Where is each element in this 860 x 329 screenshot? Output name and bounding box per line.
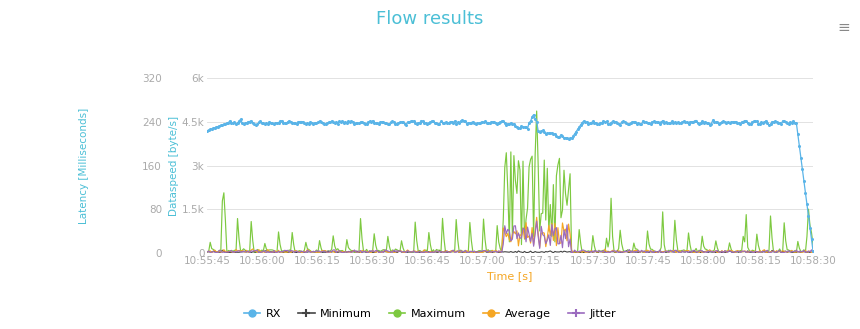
Text: ≡: ≡ bbox=[837, 20, 850, 35]
Y-axis label: Dataspeed [byte/s]: Dataspeed [byte/s] bbox=[169, 115, 179, 215]
Y-axis label: Latency [Milliseconds]: Latency [Milliseconds] bbox=[79, 107, 89, 224]
Legend: RX, Minimum, Maximum, Average, Jitter: RX, Minimum, Maximum, Average, Jitter bbox=[239, 305, 621, 323]
Text: Flow results: Flow results bbox=[377, 10, 483, 28]
X-axis label: Time [s]: Time [s] bbox=[488, 271, 533, 281]
